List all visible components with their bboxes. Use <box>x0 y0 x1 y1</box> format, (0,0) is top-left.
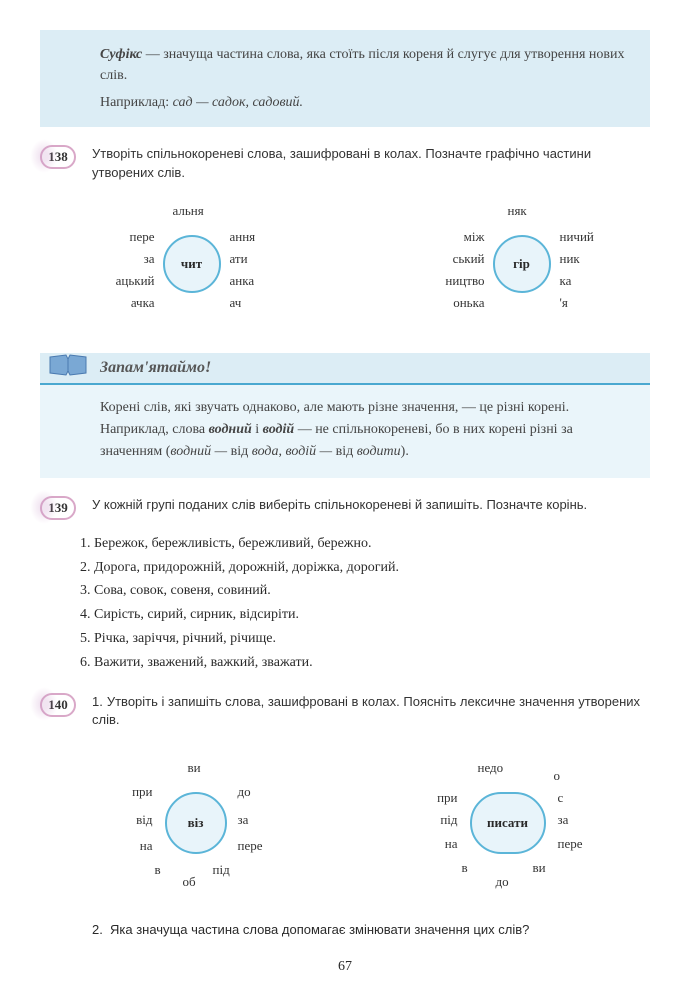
affix: ання <box>230 229 256 245</box>
list-item: 6. Важити, зважений, важкий, зважати. <box>80 651 650 675</box>
diagram-row-1: чит альня ання ати анка ач пере за ацьки… <box>40 195 650 335</box>
page-number: 67 <box>338 959 352 975</box>
affix: при <box>132 784 152 800</box>
affix: пере <box>558 836 583 852</box>
task-instruction: У кожній групі поданих слів виберіть спі… <box>92 496 650 515</box>
diagram-pysaty: писати недо о с за пере ви до в при під … <box>378 742 618 902</box>
task-139: 139 У кожній групі поданих слів виберіть… <box>40 496 650 520</box>
diagram-hir: гір няк ничий ник ка 'я між ський ництво… <box>378 195 618 335</box>
affix: за <box>144 251 155 267</box>
affix: між <box>464 229 485 245</box>
task-140-sub2: 2. Яка значуща частина слова допомагає з… <box>92 920 650 940</box>
task-number: 138 <box>40 145 76 169</box>
affix: ати <box>230 251 248 267</box>
affix: о <box>554 768 561 784</box>
def-term: Суфікс <box>100 47 142 62</box>
affix: ництво <box>445 273 484 289</box>
task-instruction: 1.Утворіть і запишіть слова, зашифровані… <box>92 693 650 731</box>
task-instruction: Утворіть спільнокореневі слова, зашифров… <box>92 145 650 183</box>
affix: до <box>238 784 251 800</box>
affix: об <box>183 874 196 890</box>
remember-header: Запам'ятаймо! <box>40 353 650 385</box>
def-body: — значуща частина слова, яка стоїть післ… <box>100 47 624 83</box>
list-item: 1. Бережок, бережливість, бережливий, бе… <box>80 532 650 556</box>
root-circle: чит <box>163 235 221 293</box>
affix: від <box>136 812 152 828</box>
definition-box: Суфікс — значуща частина слова, яка стої… <box>40 30 650 127</box>
affix: 'я <box>560 295 568 311</box>
affix: під <box>213 862 230 878</box>
affix: пере <box>238 838 263 854</box>
affix: в <box>462 860 468 876</box>
affix: на <box>140 838 153 854</box>
affix: пере <box>130 229 155 245</box>
task-badge-icon: 140 <box>40 693 84 717</box>
affix: няк <box>508 203 527 219</box>
affix: с <box>558 790 564 806</box>
definition-example: Наприклад: сад — садок, садовий. <box>100 92 632 113</box>
affix: ничий <box>560 229 594 245</box>
affix: під <box>440 812 457 828</box>
affix: на <box>445 836 458 852</box>
task-number: 140 <box>40 693 76 717</box>
affix: за <box>238 812 249 828</box>
task-138: 138 Утворіть спільнокореневі слова, заши… <box>40 145 650 183</box>
affix: ський <box>453 251 485 267</box>
list-item: 4. Сирість, сирий, сирник, відсиріти. <box>80 603 650 627</box>
task-badge-icon: 138 <box>40 145 84 169</box>
affix: в <box>155 862 161 878</box>
book-icon <box>48 351 88 379</box>
task-badge-icon: 139 <box>40 496 84 520</box>
root-circle: віз <box>165 792 227 854</box>
affix: ацький <box>116 273 155 289</box>
affix: ви <box>533 860 546 876</box>
list-item: 2. Дорога, придорожній, дорожній, доріжк… <box>80 556 650 580</box>
list-item: 3. Сова, совок, совеня, совиний. <box>80 579 650 603</box>
affix: за <box>558 812 569 828</box>
affix: онька <box>453 295 484 311</box>
definition-text: Суфікс — значуща частина слова, яка стої… <box>100 44 632 86</box>
affix: ач <box>230 295 242 311</box>
root-circle: писати <box>470 792 546 854</box>
affix: ник <box>560 251 580 267</box>
affix: до <box>496 874 509 890</box>
exercise-list-139: 1. Бережок, бережливість, бережливий, бе… <box>80 532 650 675</box>
affix: ка <box>560 273 572 289</box>
root-circle: гір <box>493 235 551 293</box>
affix: при <box>437 790 457 806</box>
task-number: 139 <box>40 496 76 520</box>
list-item: 5. Річка, заріччя, річний, річище. <box>80 627 650 651</box>
diagram-chyt: чит альня ання ати анка ач пере за ацьки… <box>73 195 313 335</box>
diagram-viz: віз ви до за пере під об в при від на <box>73 742 313 902</box>
affix: недо <box>478 760 504 776</box>
affix: ви <box>188 760 201 776</box>
remember-box: Запам'ятаймо! Корені слів, які звучать о… <box>40 353 650 478</box>
task-140: 140 1.Утворіть і запишіть слова, зашифро… <box>40 693 650 731</box>
remember-body: Корені слів, які звучать однаково, але м… <box>40 385 650 478</box>
affix: ачка <box>131 295 155 311</box>
affix: альня <box>173 203 204 219</box>
affix: анка <box>230 273 255 289</box>
diagram-row-2: віз ви до за пере під об в при від на пи… <box>40 742 650 902</box>
